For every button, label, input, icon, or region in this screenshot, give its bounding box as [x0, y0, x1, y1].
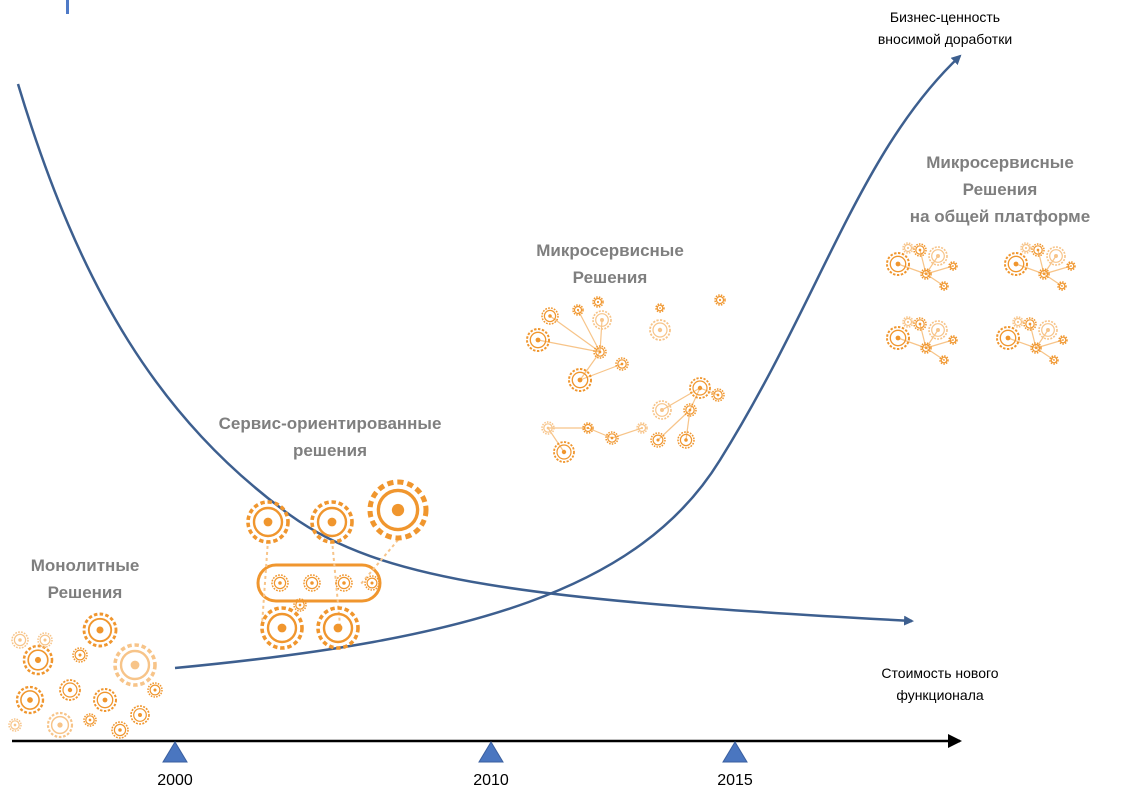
year-label-2010: 2010 — [473, 772, 509, 789]
gear-icon — [582, 422, 594, 434]
gear-icon — [541, 421, 555, 435]
gear-icon — [11, 631, 29, 649]
gear-icon — [1038, 320, 1058, 340]
gear-icon — [367, 479, 429, 541]
gear-icon — [72, 647, 88, 663]
gear-icon — [553, 441, 575, 463]
gear-icon — [605, 431, 619, 445]
gear-icon — [902, 316, 914, 328]
microservices-label: Микросервисные Решения — [536, 241, 684, 287]
gear-icon — [541, 307, 559, 325]
year-label-2015: 2015 — [717, 772, 753, 789]
gear-icon — [649, 319, 671, 341]
gear-icon — [113, 643, 157, 687]
gear-icon — [271, 574, 289, 592]
gear-icon — [310, 500, 354, 544]
gear-icon — [246, 500, 290, 544]
year-marker-2015 — [722, 741, 748, 763]
monolith-label: Монолитные Решения — [30, 556, 140, 602]
gear-icon — [902, 242, 914, 254]
gear-icon — [526, 328, 550, 352]
gear-icon — [593, 345, 607, 359]
gear-icon — [83, 713, 97, 727]
gear-icon — [59, 679, 81, 701]
gear-icon — [15, 685, 45, 715]
gear-network-icon — [526, 294, 726, 463]
gear-icon — [592, 310, 612, 330]
gear-icon — [37, 632, 53, 648]
gear-icon — [939, 355, 949, 365]
gear-icon — [913, 317, 927, 331]
gear-icon — [111, 721, 129, 739]
gear-icon — [8, 718, 22, 732]
gear-icon — [1046, 246, 1066, 266]
gear-icon — [928, 320, 948, 340]
gear-icon — [655, 303, 665, 313]
year-label-2000: 2000 — [157, 772, 193, 789]
gear-icon — [689, 377, 711, 399]
gear-icon — [636, 422, 648, 434]
gear-icon — [303, 574, 321, 592]
feature-cost-caption: Стоимость нового функционала — [881, 665, 999, 703]
gear-icon — [928, 246, 948, 266]
gear-icon — [939, 281, 949, 291]
gear-cluster-icon — [8, 612, 163, 739]
gear-icon — [683, 403, 697, 417]
gear-icon — [568, 368, 592, 392]
gear-network-grid-icon — [886, 242, 1076, 365]
gear-icon — [22, 644, 54, 676]
gear-icon — [293, 598, 307, 612]
gear-icon — [996, 326, 1020, 350]
gear-icon — [46, 711, 74, 739]
gear-icon — [1020, 242, 1032, 254]
gear-icon — [335, 574, 353, 592]
gear-icon — [1057, 281, 1067, 291]
gear-icon — [920, 342, 932, 354]
gear-icon — [650, 432, 666, 448]
top-accent-bar — [66, 0, 69, 14]
gear-icon — [714, 294, 726, 306]
gear-icon — [1023, 317, 1037, 331]
gear-icon — [886, 252, 910, 276]
microservices-platform-label: Микросервисные Решения на общей платформ… — [909, 153, 1091, 226]
soa-label: Сервис-ориентированные решения — [218, 414, 442, 460]
gear-icon — [1058, 335, 1068, 345]
gear-icon — [1004, 252, 1028, 276]
gear-icon — [948, 261, 958, 271]
gear-icon — [711, 388, 725, 402]
year-marker-2000 — [162, 741, 188, 763]
gear-belt-icon — [246, 479, 429, 650]
gear-icon — [93, 688, 117, 712]
gear-icon — [1038, 268, 1050, 280]
gear-icon — [82, 612, 118, 648]
gear-icon — [1012, 316, 1024, 328]
gear-icon — [1030, 342, 1042, 354]
gear-icon — [652, 400, 672, 420]
gear-icon — [572, 304, 584, 316]
gear-icon — [1031, 243, 1045, 257]
gear-icon — [948, 335, 958, 345]
gear-icon — [886, 326, 910, 350]
gear-icon — [1066, 261, 1076, 271]
gear-icon — [677, 431, 695, 449]
cost-curve — [16, 83, 914, 626]
gear-icon — [592, 296, 604, 308]
business-value-caption: Бизнес-ценность вносимой доработки — [877, 9, 1013, 47]
gear-icon — [147, 682, 163, 698]
year-marker-2010 — [478, 741, 504, 763]
gear-icon — [615, 357, 629, 371]
gear-icon — [364, 575, 380, 591]
gear-icon — [130, 705, 150, 725]
gear-icon — [316, 606, 360, 650]
gear-icon — [1049, 355, 1059, 365]
gear-icon — [260, 606, 304, 650]
gear-icon — [920, 268, 932, 280]
value-curve — [174, 54, 962, 670]
gear-icon — [913, 243, 927, 257]
